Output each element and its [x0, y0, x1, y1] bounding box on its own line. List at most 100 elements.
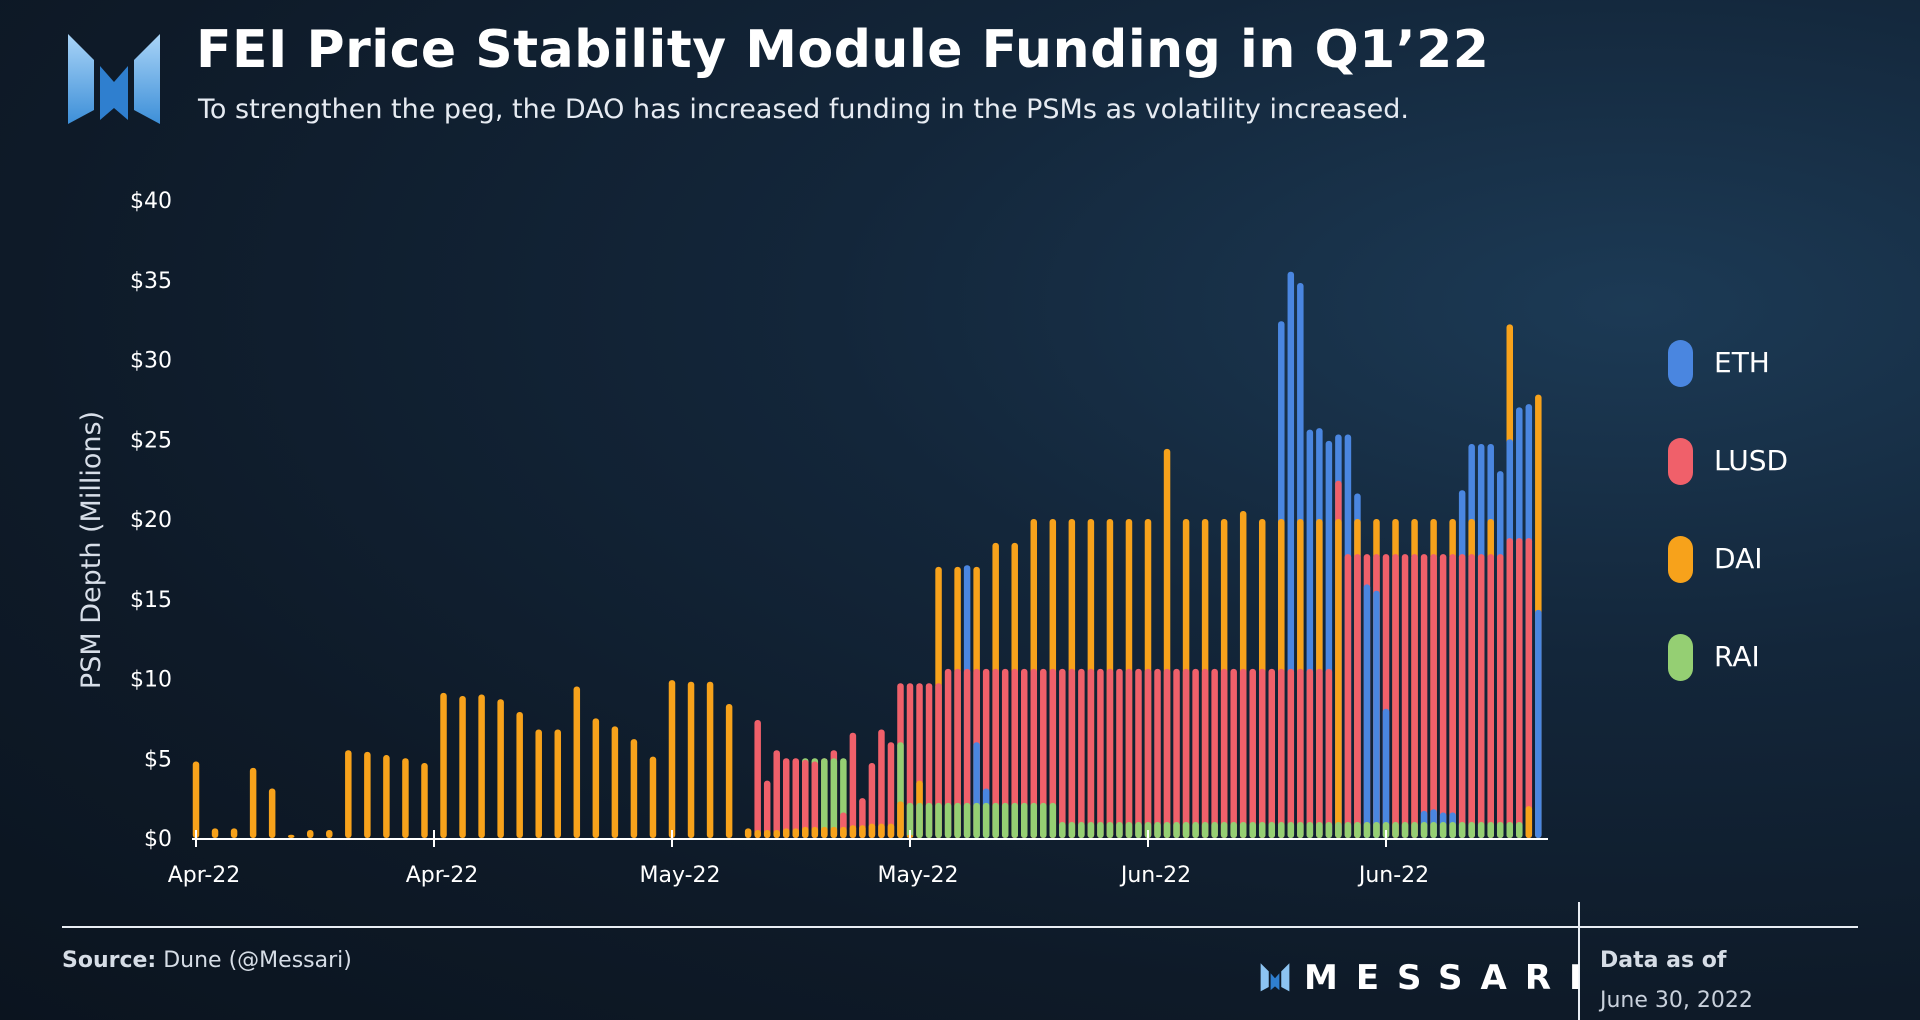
bar-dai-8 — [268, 788, 276, 838]
bar-dai-22 — [402, 758, 409, 838]
legend-swatch-lusd — [1668, 438, 1693, 485]
bar-lusd-127 — [1401, 554, 1409, 838]
bar-rai-110 — [1239, 822, 1247, 838]
bar-lusd-111 — [1249, 668, 1256, 838]
x-tick-label: Apr-22 — [406, 863, 479, 888]
footer-vertical-divider — [1578, 902, 1580, 1020]
bar-lusd-106 — [1201, 668, 1209, 838]
bar-lusd-91 — [1059, 668, 1066, 838]
bar-lusd-61 — [773, 750, 780, 838]
x-tick-label: Jun-22 — [1357, 863, 1429, 888]
bar-dai-4 — [230, 828, 238, 838]
bar-rai-132 — [1449, 822, 1456, 838]
bar-rai-87 — [1020, 802, 1028, 838]
y-tick-label: $5 — [144, 747, 172, 772]
bar-rai-90 — [1049, 802, 1057, 838]
bar-rai-95 — [1097, 822, 1104, 838]
bar-dai-36 — [535, 729, 542, 838]
bar-lusd-130 — [1430, 554, 1437, 838]
bar-lusd-140 — [1525, 538, 1533, 838]
bar-lusd-117 — [1306, 668, 1314, 838]
bar-lusd-73 — [887, 742, 895, 838]
bar-lusd-95 — [1097, 668, 1104, 838]
bar-lusd-87 — [1020, 668, 1028, 838]
x-tick-label: May-22 — [639, 863, 720, 888]
bar-lusd-62 — [782, 758, 790, 838]
bar-dai-58 — [744, 828, 752, 838]
bar-dai-61 — [773, 830, 780, 838]
bar-lusd-99 — [1135, 668, 1142, 838]
bar-lusd-135 — [1477, 554, 1485, 838]
legend-swatch-eth — [1668, 340, 1693, 387]
bar-eth-123 — [1363, 584, 1371, 838]
bar-dai-14 — [326, 830, 333, 838]
x-tick-label: Apr-22 — [168, 863, 241, 888]
bar-lusd-134 — [1468, 554, 1475, 838]
bar-lusd-72 — [878, 729, 885, 838]
bar-dai-6 — [249, 767, 257, 838]
bar-lusd-88 — [1030, 668, 1038, 838]
bar-dai-26 — [440, 692, 447, 838]
bar-lusd-92 — [1068, 668, 1076, 838]
bar-lusd-128 — [1411, 554, 1418, 838]
bar-rai-112 — [1258, 822, 1266, 838]
bar-lusd-90 — [1049, 668, 1057, 838]
data-as-of-label: Data as of — [1600, 948, 1727, 973]
bar-rai-84 — [992, 802, 999, 838]
bar-dai-59 — [754, 830, 761, 838]
bar-rai-77 — [925, 802, 933, 838]
source-value: Dune (@Messari) — [163, 948, 352, 973]
bar-rai-83 — [982, 802, 990, 838]
bar-rai-111 — [1249, 822, 1256, 838]
bar-rai-80 — [954, 802, 961, 838]
bar-rai-85 — [1001, 802, 1009, 838]
bar-dai-48 — [649, 756, 657, 838]
source-label: Source: — [62, 948, 157, 973]
bar-dai-38 — [554, 729, 562, 838]
bar-rai-91 — [1059, 822, 1066, 838]
bar-rai-122 — [1354, 822, 1361, 838]
bar-lusd-139 — [1516, 538, 1523, 838]
bar-lusd-137 — [1496, 554, 1504, 838]
messari-logo-icon — [68, 34, 160, 124]
bar-dai-60 — [763, 830, 771, 838]
bar-dai-46 — [630, 739, 638, 838]
bar-lusd-113 — [1268, 668, 1276, 838]
y-tick-label: $15 — [130, 588, 172, 613]
page-subtitle: To strengthen the peg, the DAO has incre… — [198, 94, 1410, 125]
bar-rai-105 — [1192, 822, 1199, 838]
bar-dai-50 — [668, 680, 676, 838]
bar-dai-62 — [782, 828, 790, 838]
bar-rai-92 — [1068, 822, 1076, 838]
bar-lusd-114 — [1278, 668, 1285, 838]
messari-brand-icon — [1260, 963, 1290, 992]
bar-lusd-115 — [1287, 668, 1295, 838]
bar-rai-75 — [906, 802, 914, 838]
brand-wordmark: MESSARI — [1304, 958, 1600, 998]
bar-rai-124 — [1373, 822, 1380, 838]
bar-lusd-122 — [1354, 554, 1361, 838]
bar-eth-141 — [1535, 609, 1542, 838]
legend-swatch-rai — [1668, 634, 1693, 681]
bar-lusd-96 — [1106, 668, 1114, 838]
bar-rai-129 — [1420, 822, 1428, 838]
bar-rai-67 — [830, 758, 838, 838]
y-tick-label: $0 — [144, 827, 172, 852]
bar-eth-125 — [1382, 708, 1390, 838]
bar-rai-136 — [1487, 822, 1494, 838]
bar-rai-134 — [1468, 822, 1475, 838]
legend-label-lusd: LUSD — [1714, 444, 1789, 477]
bar-lusd-89 — [1040, 668, 1047, 838]
bar-rai-101 — [1154, 822, 1161, 838]
bar-lusd-81 — [963, 668, 971, 838]
bar-lusd-133 — [1458, 554, 1466, 838]
bar-rai-115 — [1287, 822, 1295, 838]
bar-lusd-103 — [1173, 668, 1180, 838]
bar-rai-133 — [1458, 822, 1466, 838]
bar-rai-130 — [1430, 822, 1437, 838]
axes-layer: $0 $5 $10 $15 $20 $25 $30 $35 $40 Apr-22 Apr-22 May… — [130, 189, 1548, 888]
bar-lusd-75 — [906, 683, 914, 838]
bar-rai-135 — [1477, 822, 1485, 838]
bar-rai-88 — [1030, 802, 1038, 838]
x-tick-label: May-22 — [877, 863, 958, 888]
